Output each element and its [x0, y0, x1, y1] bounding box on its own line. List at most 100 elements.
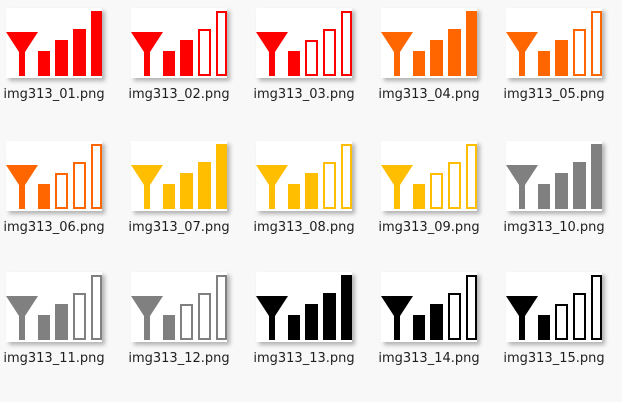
- file-item[interactable]: img313_04.png: [378, 0, 480, 123]
- funnel-shape: [256, 165, 288, 209]
- funnel-bar-chart-icon: [256, 11, 352, 76]
- file-thumbnail[interactable]: [131, 272, 227, 342]
- file-name-label: img313_12.png: [128, 351, 230, 366]
- funnel-shape: [131, 165, 163, 209]
- chart-bar: [323, 293, 336, 340]
- file-thumbnail[interactable]: [256, 141, 352, 211]
- file-item[interactable]: img313_15.png: [503, 264, 605, 387]
- funnel-bar-chart-icon: [506, 11, 602, 76]
- funnel-shape: [381, 165, 413, 209]
- chart-bar: [341, 144, 352, 209]
- chart-bar: [73, 29, 86, 76]
- chart-bar: [538, 315, 550, 340]
- file-thumbnail[interactable]: [6, 8, 102, 78]
- funnel-shape: [131, 296, 163, 340]
- chart-bar: [538, 184, 550, 209]
- chart-bar: [430, 304, 443, 340]
- chart-bar: [216, 11, 227, 76]
- funnel-shape: [6, 32, 38, 76]
- file-thumbnail[interactable]: [381, 141, 477, 211]
- chart-bar: [305, 40, 318, 76]
- chart-bar: [55, 173, 68, 209]
- file-name-label: img313_15.png: [503, 351, 605, 366]
- file-thumbnail[interactable]: [381, 8, 477, 78]
- funnel-shape: [506, 32, 538, 76]
- file-item[interactable]: img313_07.png: [128, 133, 230, 256]
- chart-bar: [466, 144, 477, 209]
- file-thumbnail[interactable]: [6, 272, 102, 342]
- file-item[interactable]: img313_09.png: [378, 133, 480, 256]
- file-thumbnail[interactable]: [381, 272, 477, 342]
- chart-bar: [163, 315, 175, 340]
- chart-bar: [73, 162, 86, 209]
- chart-bar: [448, 293, 461, 340]
- file-item[interactable]: img313_05.png: [503, 0, 605, 123]
- file-name-label: img313_03.png: [253, 87, 355, 102]
- file-item[interactable]: img313_11.png: [3, 264, 105, 387]
- chart-bar: [341, 275, 352, 340]
- funnel-bar-chart-icon: [256, 144, 352, 209]
- file-name-label: img313_01.png: [3, 87, 105, 102]
- chart-bar: [216, 144, 227, 209]
- file-thumbnail[interactable]: [256, 8, 352, 78]
- funnel-bar-chart-icon: [506, 275, 602, 340]
- file-name-label: img313_04.png: [378, 87, 480, 102]
- funnel-shape: [506, 165, 538, 209]
- file-thumbnail[interactable]: [506, 272, 602, 342]
- file-thumbnail[interactable]: [6, 141, 102, 211]
- chart-bar: [163, 51, 175, 76]
- chart-bar: [341, 11, 352, 76]
- file-name-label: img313_05.png: [503, 87, 605, 102]
- file-name-label: img313_07.png: [128, 220, 230, 235]
- funnel-shape: [256, 296, 288, 340]
- file-name-label: img313_10.png: [503, 220, 605, 235]
- chart-bar: [305, 304, 318, 340]
- chart-bar: [288, 51, 300, 76]
- chart-bar: [163, 184, 175, 209]
- chart-bar: [91, 11, 102, 76]
- file-thumbnail[interactable]: [256, 272, 352, 342]
- chart-bar: [180, 40, 193, 76]
- funnel-bar-chart-icon: [6, 275, 102, 340]
- chart-bar: [413, 315, 425, 340]
- file-item[interactable]: img313_03.png: [253, 0, 355, 123]
- file-item[interactable]: img313_02.png: [128, 0, 230, 123]
- chart-bar: [555, 40, 568, 76]
- chart-bar: [198, 162, 211, 209]
- chart-bar: [555, 304, 568, 340]
- chart-bar: [91, 144, 102, 209]
- funnel-shape: [381, 296, 413, 340]
- chart-bar: [413, 184, 425, 209]
- file-name-label: img313_14.png: [378, 351, 480, 366]
- file-item[interactable]: img313_12.png: [128, 264, 230, 387]
- funnel-shape: [6, 296, 38, 340]
- file-item[interactable]: img313_01.png: [3, 0, 105, 123]
- funnel-shape: [381, 32, 413, 76]
- funnel-bar-chart-icon: [131, 11, 227, 76]
- funnel-bar-chart-icon: [131, 144, 227, 209]
- file-item[interactable]: img313_14.png: [378, 264, 480, 387]
- chart-bar: [55, 40, 68, 76]
- file-thumbnail[interactable]: [131, 8, 227, 78]
- file-item[interactable]: img313_13.png: [253, 264, 355, 387]
- funnel-shape: [6, 165, 38, 209]
- chart-bar: [91, 275, 102, 340]
- file-name-label: img313_02.png: [128, 87, 230, 102]
- chart-bar: [573, 293, 586, 340]
- chart-bar: [305, 173, 318, 209]
- funnel-bar-chart-icon: [6, 11, 102, 76]
- file-thumbnail[interactable]: [131, 141, 227, 211]
- chart-bar: [413, 51, 425, 76]
- chart-bar: [448, 162, 461, 209]
- funnel-bar-chart-icon: [381, 275, 477, 340]
- funnel-bar-chart-icon: [6, 144, 102, 209]
- file-item[interactable]: img313_10.png: [503, 133, 605, 256]
- file-item[interactable]: img313_06.png: [3, 133, 105, 256]
- chart-bar: [73, 293, 86, 340]
- chart-bar: [38, 51, 50, 76]
- file-thumbnail[interactable]: [506, 8, 602, 78]
- chart-bar: [430, 40, 443, 76]
- chart-bar: [591, 144, 602, 209]
- file-item[interactable]: img313_08.png: [253, 133, 355, 256]
- file-thumbnail[interactable]: [506, 141, 602, 211]
